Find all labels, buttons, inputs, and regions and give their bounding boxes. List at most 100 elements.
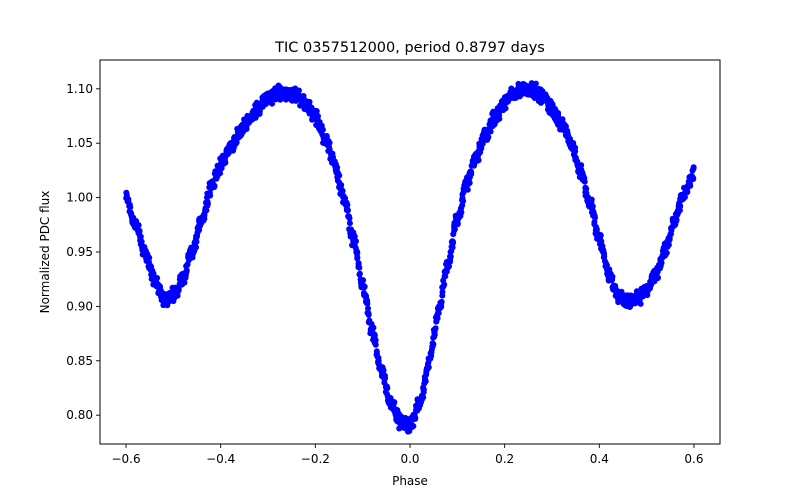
data-point (146, 254, 153, 261)
data-point (658, 259, 665, 266)
data-point (468, 169, 475, 176)
data-point (422, 378, 429, 385)
data-point (313, 108, 320, 115)
data-point (137, 233, 144, 240)
chart-title: TIC 0357512000, period 0.8797 days (274, 40, 545, 56)
data-point (425, 364, 432, 371)
data-point (375, 357, 382, 364)
data-point (665, 241, 672, 248)
data-point (450, 239, 457, 246)
data-point (338, 182, 345, 189)
data-point (269, 100, 276, 107)
data-point (295, 87, 302, 94)
data-point (447, 253, 454, 260)
data-point (334, 164, 341, 171)
data-point (420, 387, 427, 394)
data-point (532, 80, 539, 87)
data-point (211, 183, 218, 190)
data-point (365, 311, 372, 318)
data-point (464, 186, 471, 193)
data-point (352, 238, 359, 245)
data-point (572, 148, 579, 155)
data-point (690, 176, 697, 183)
data-point (583, 185, 590, 192)
data-point (441, 281, 448, 288)
y-tick-label: 0.85 (66, 354, 93, 368)
y-axis-label: Normalized PDC flux (38, 191, 52, 314)
data-point (323, 132, 330, 139)
y-tick-label: 1.10 (66, 82, 93, 96)
data-point (204, 200, 211, 207)
data-point (454, 220, 461, 227)
data-point (135, 222, 142, 229)
data-point (344, 207, 351, 214)
data-point (391, 399, 398, 406)
data-point (314, 113, 321, 120)
data-point (677, 203, 684, 210)
y-tick-label: 0.95 (66, 245, 93, 259)
data-point (466, 179, 473, 186)
y-tick-label: 1.05 (66, 136, 93, 150)
data-point (306, 98, 313, 105)
data-point (339, 188, 346, 194)
data-point (434, 315, 441, 322)
x-axis-label: Phase (392, 474, 428, 488)
data-point (449, 244, 456, 251)
data-point (555, 110, 562, 117)
y-tick-label: 0.90 (66, 299, 93, 313)
data-point (637, 300, 644, 307)
data-point (183, 267, 190, 274)
data-point (154, 274, 161, 281)
data-point (578, 162, 585, 169)
data-point (233, 139, 240, 146)
data-point (380, 367, 387, 374)
data-point (430, 341, 437, 348)
data-point (222, 159, 229, 166)
data-point (609, 273, 616, 280)
data-point (193, 238, 200, 245)
data-point (597, 232, 604, 239)
data-point (438, 298, 445, 305)
data-point (319, 126, 326, 133)
x-tick-label: −0.6 (111, 452, 140, 466)
data-point (439, 292, 446, 299)
data-point (354, 249, 361, 256)
data-point (361, 283, 368, 290)
data-point (589, 203, 596, 210)
data-point (346, 220, 353, 227)
data-point (371, 332, 378, 339)
data-point (364, 300, 371, 307)
data-point (300, 92, 307, 99)
data-point (351, 233, 358, 240)
data-point (460, 198, 467, 205)
data-point (217, 170, 224, 177)
data-point (593, 226, 600, 233)
data-point (181, 279, 188, 286)
data-point (123, 189, 130, 196)
data-layer (123, 80, 697, 435)
data-point (336, 172, 343, 179)
data-point (138, 238, 145, 245)
data-point (344, 201, 351, 208)
y-tick-label: 1.00 (66, 191, 93, 205)
data-point (346, 215, 353, 222)
data-point (365, 305, 372, 312)
data-point (125, 196, 132, 203)
x-tick-label: 0.2 (495, 452, 514, 466)
x-tick-label: 0.4 (590, 452, 609, 466)
data-point (690, 165, 697, 172)
data-point (588, 196, 595, 203)
data-point (496, 115, 503, 122)
data-point (203, 207, 210, 214)
data-point (592, 214, 598, 221)
data-point (412, 415, 419, 422)
y-tick-label: 0.80 (66, 408, 93, 422)
data-point (207, 192, 214, 199)
data-point (438, 304, 445, 311)
data-point (372, 341, 379, 348)
data-point (326, 139, 333, 146)
data-point (475, 157, 482, 164)
data-point (655, 274, 661, 281)
ticks-layer: −0.6 −0.4 −0.2 0.0 0.2 0.4 0.6 0.80 0.85 0.90 0.95… (66, 82, 703, 466)
